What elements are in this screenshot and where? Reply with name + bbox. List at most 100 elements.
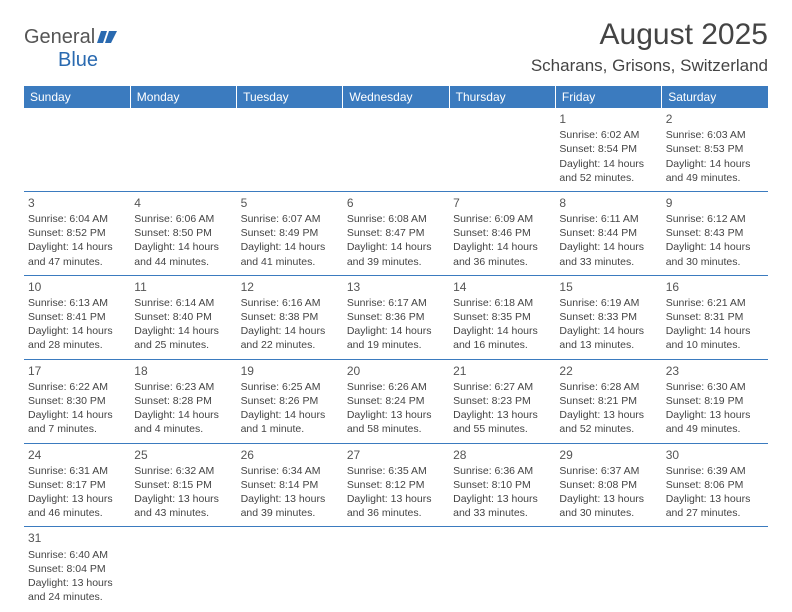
day-detail: and 19 minutes. [347,338,445,352]
day-detail: Daylight: 13 hours [134,492,232,506]
day-detail: Sunset: 8:44 PM [559,226,657,240]
calendar-cell [130,527,236,610]
day-detail: and 58 minutes. [347,422,445,436]
day-detail: Sunset: 8:30 PM [28,394,126,408]
day-detail: Daylight: 13 hours [559,492,657,506]
day-detail: Sunrise: 6:25 AM [241,380,339,394]
day-detail: Daylight: 13 hours [666,408,764,422]
day-detail: Sunrise: 6:17 AM [347,296,445,310]
month-title: August 2025 [531,18,768,52]
day-number: 12 [241,279,339,295]
day-detail: Daylight: 13 hours [347,408,445,422]
day-detail: and 27 minutes. [666,506,764,520]
day-detail: and 49 minutes. [666,422,764,436]
day-detail: Sunrise: 6:08 AM [347,212,445,226]
day-number: 11 [134,279,232,295]
title-block: August 2025 Scharans, Grisons, Switzerla… [531,18,768,76]
day-detail: Sunset: 8:52 PM [28,226,126,240]
calendar-row: 17Sunrise: 6:22 AMSunset: 8:30 PMDayligh… [24,359,768,443]
calendar-cell [449,527,555,610]
day-detail: Daylight: 14 hours [347,324,445,338]
day-number: 28 [453,447,551,463]
day-detail: and 39 minutes. [241,506,339,520]
day-number: 15 [559,279,657,295]
calendar-row: 24Sunrise: 6:31 AMSunset: 8:17 PMDayligh… [24,443,768,527]
day-header: Thursday [449,86,555,108]
calendar-cell [343,527,449,610]
day-detail: Daylight: 14 hours [453,240,551,254]
day-header-row: Sunday Monday Tuesday Wednesday Thursday… [24,86,768,108]
calendar-table: Sunday Monday Tuesday Wednesday Thursday… [24,86,768,610]
day-detail: Sunset: 8:31 PM [666,310,764,324]
day-detail: and 49 minutes. [666,171,764,185]
day-detail: Sunrise: 6:35 AM [347,464,445,478]
calendar-cell: 14Sunrise: 6:18 AMSunset: 8:35 PMDayligh… [449,275,555,359]
day-number: 6 [347,195,445,211]
day-number: 27 [347,447,445,463]
calendar-cell: 31Sunrise: 6:40 AMSunset: 8:04 PMDayligh… [24,527,130,610]
day-detail: Sunset: 8:24 PM [347,394,445,408]
calendar-cell: 6Sunrise: 6:08 AMSunset: 8:47 PMDaylight… [343,191,449,275]
day-header: Monday [130,86,236,108]
day-detail: Sunset: 8:28 PM [134,394,232,408]
calendar-row: 1Sunrise: 6:02 AMSunset: 8:54 PMDaylight… [24,108,768,191]
day-number: 8 [559,195,657,211]
day-header: Friday [555,86,661,108]
calendar-cell: 24Sunrise: 6:31 AMSunset: 8:17 PMDayligh… [24,443,130,527]
calendar-cell: 20Sunrise: 6:26 AMSunset: 8:24 PMDayligh… [343,359,449,443]
calendar-cell: 30Sunrise: 6:39 AMSunset: 8:06 PMDayligh… [662,443,768,527]
day-detail: Daylight: 14 hours [134,240,232,254]
day-header: Tuesday [237,86,343,108]
day-detail: Daylight: 14 hours [559,157,657,171]
day-number: 19 [241,363,339,379]
calendar-cell: 10Sunrise: 6:13 AMSunset: 8:41 PMDayligh… [24,275,130,359]
day-detail: Sunrise: 6:27 AM [453,380,551,394]
day-detail: Sunset: 8:33 PM [559,310,657,324]
calendar-cell: 3Sunrise: 6:04 AMSunset: 8:52 PMDaylight… [24,191,130,275]
day-detail: Sunrise: 6:21 AM [666,296,764,310]
day-detail: Sunset: 8:53 PM [666,142,764,156]
day-detail: Sunrise: 6:26 AM [347,380,445,394]
day-detail: Sunset: 8:19 PM [666,394,764,408]
day-detail: Sunrise: 6:18 AM [453,296,551,310]
day-number: 2 [666,111,764,127]
day-detail: and 36 minutes. [453,255,551,269]
day-detail: Daylight: 14 hours [134,408,232,422]
calendar-cell: 27Sunrise: 6:35 AMSunset: 8:12 PMDayligh… [343,443,449,527]
day-detail: Sunset: 8:38 PM [241,310,339,324]
logo-text: General Blue [24,26,119,72]
day-detail: Sunset: 8:35 PM [453,310,551,324]
day-detail: and 30 minutes. [666,255,764,269]
calendar-cell: 28Sunrise: 6:36 AMSunset: 8:10 PMDayligh… [449,443,555,527]
day-detail: Sunrise: 6:07 AM [241,212,339,226]
calendar-cell: 18Sunrise: 6:23 AMSunset: 8:28 PMDayligh… [130,359,236,443]
calendar-cell [449,108,555,191]
calendar-cell: 19Sunrise: 6:25 AMSunset: 8:26 PMDayligh… [237,359,343,443]
day-detail: Sunrise: 6:39 AM [666,464,764,478]
day-header: Saturday [662,86,768,108]
day-detail: Daylight: 14 hours [347,240,445,254]
page-header: General Blue August 2025 Scharans, Griso… [24,18,768,76]
calendar-cell: 2Sunrise: 6:03 AMSunset: 8:53 PMDaylight… [662,108,768,191]
day-detail: Daylight: 14 hours [453,324,551,338]
day-detail: Sunrise: 6:40 AM [28,548,126,562]
day-detail: Daylight: 14 hours [241,324,339,338]
logo-word2: Blue [58,49,98,71]
day-detail: Sunset: 8:47 PM [347,226,445,240]
day-number: 10 [28,279,126,295]
day-number: 13 [347,279,445,295]
day-detail: and 55 minutes. [453,422,551,436]
day-detail: Daylight: 13 hours [666,492,764,506]
day-detail: Sunrise: 6:28 AM [559,380,657,394]
calendar-row: 3Sunrise: 6:04 AMSunset: 8:52 PMDaylight… [24,191,768,275]
calendar-cell [24,108,130,191]
calendar-cell: 5Sunrise: 6:07 AMSunset: 8:49 PMDaylight… [237,191,343,275]
day-detail: Sunrise: 6:23 AM [134,380,232,394]
calendar-cell: 11Sunrise: 6:14 AMSunset: 8:40 PMDayligh… [130,275,236,359]
day-detail: and 36 minutes. [347,506,445,520]
day-detail: and 25 minutes. [134,338,232,352]
day-detail: Sunrise: 6:31 AM [28,464,126,478]
day-detail: Sunset: 8:12 PM [347,478,445,492]
day-detail: Daylight: 14 hours [28,324,126,338]
day-number: 9 [666,195,764,211]
